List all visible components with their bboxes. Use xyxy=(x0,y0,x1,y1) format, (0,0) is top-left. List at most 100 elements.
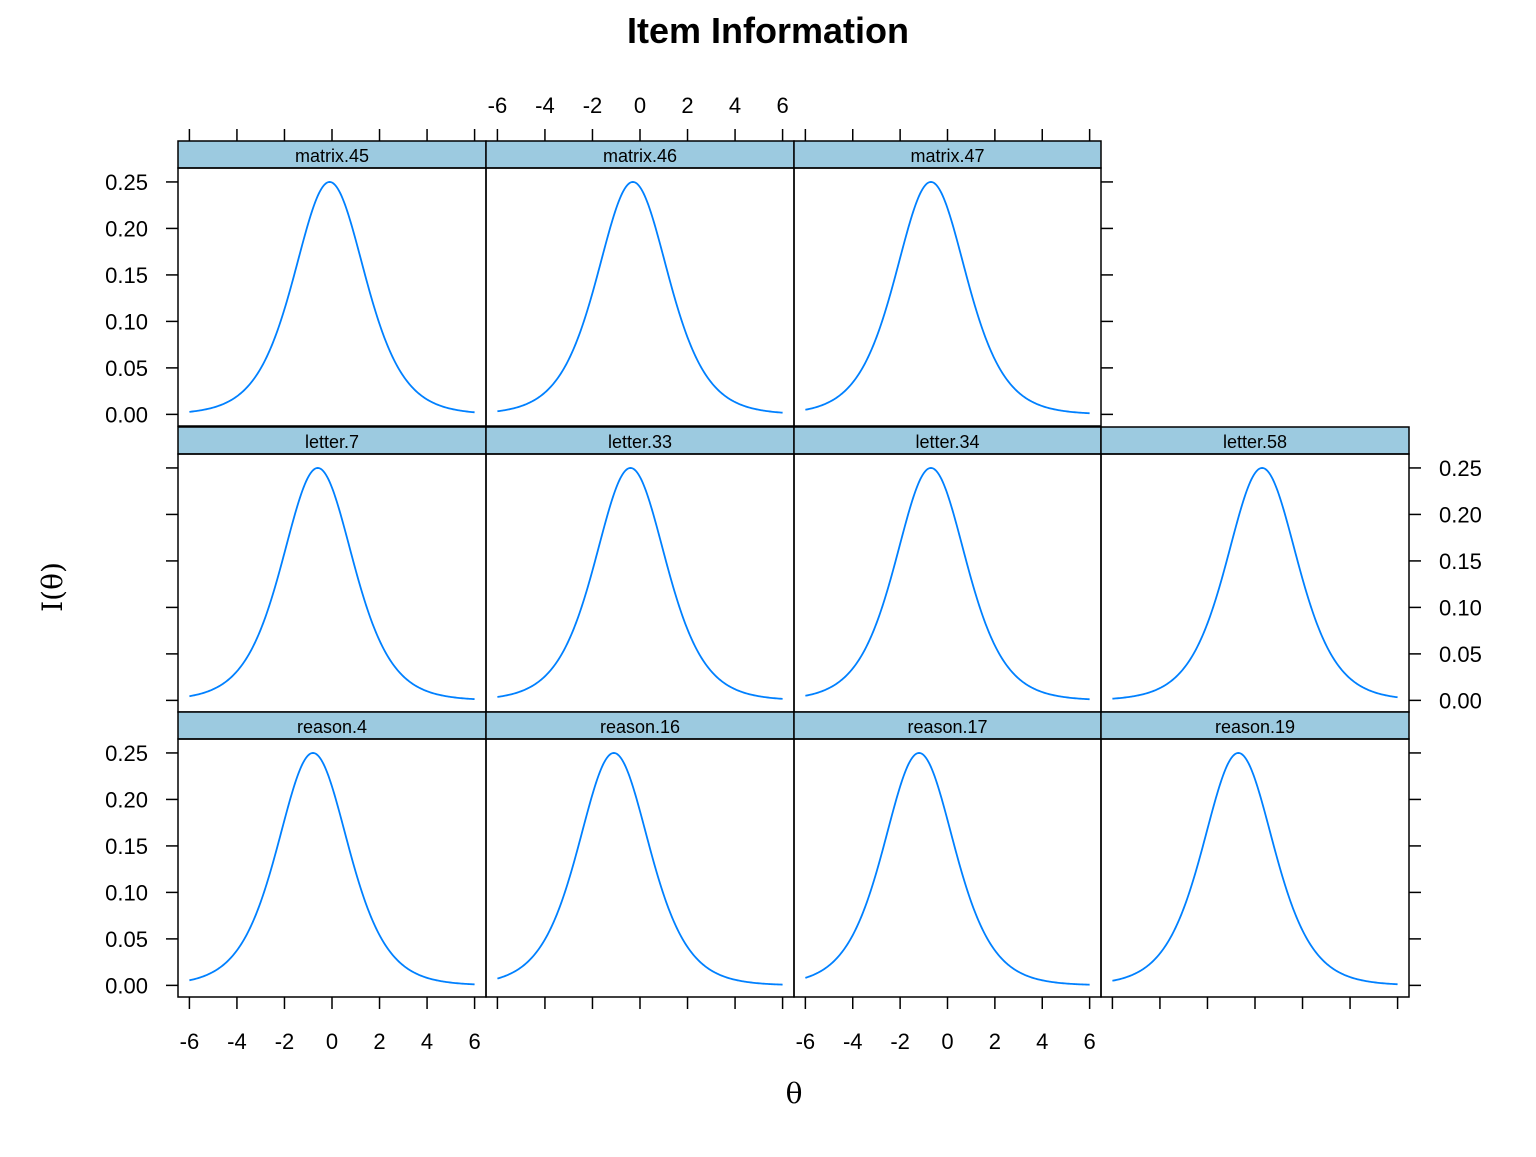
panel-strip xyxy=(485,140,795,169)
panel-frame xyxy=(793,167,1102,427)
y-tick-label: 0.00 xyxy=(105,402,148,427)
x-tick-label: -4 xyxy=(843,1029,863,1054)
panel-frame xyxy=(1100,453,1410,713)
panel-strip xyxy=(177,140,487,169)
y-axis-left-row2: 0.00 0.05 0.10 0.15 0.20 0.25 xyxy=(105,741,178,998)
panels-group: matrix.45 matrix.46 matrix.47 letter.7 lette… xyxy=(177,140,1410,998)
panel-letter-34: letter.34 xyxy=(793,426,1102,713)
x-tick-label: -6 xyxy=(488,93,508,118)
panel-strip xyxy=(177,426,487,455)
y-tick-label: 0.05 xyxy=(105,356,148,381)
y-axis-right-row2 xyxy=(1409,752,1421,987)
panel-strip-label: matrix.46 xyxy=(603,146,677,166)
panel-strip xyxy=(1100,711,1410,740)
info-curve xyxy=(189,467,475,701)
y-tick-label: 0.25 xyxy=(105,170,148,195)
x-axis-top-col1: -6 -4 -2 0 2 4 6 xyxy=(488,93,789,141)
y-tick-label: 0.10 xyxy=(1439,595,1482,620)
panel-strip-label: letter.7 xyxy=(305,432,359,452)
info-curve xyxy=(805,181,1090,415)
x-tick-label: -6 xyxy=(180,1029,200,1054)
y-axis-title: I(θ) xyxy=(36,562,69,612)
panel-strip-label: reason.16 xyxy=(600,717,680,737)
x-tick-label: -4 xyxy=(535,93,555,118)
panel-frame xyxy=(177,453,487,713)
y-tick-label: 0.00 xyxy=(105,973,148,998)
panel-strip-label: matrix.47 xyxy=(910,146,984,166)
panel-strip xyxy=(1100,426,1410,455)
x-tick-label: 2 xyxy=(373,1029,385,1054)
x-tick-label: 2 xyxy=(681,93,693,118)
chart-title: Item Information xyxy=(627,10,909,51)
panel-strip-label: letter.34 xyxy=(915,432,979,452)
x-tick-label: 4 xyxy=(1036,1029,1048,1054)
info-curve xyxy=(805,467,1090,701)
x-tick-label: 2 xyxy=(989,1029,1001,1054)
panel-strip xyxy=(793,426,1102,455)
y-axis-left-row0: 0.00 0.05 0.10 0.15 0.20 0.25 xyxy=(105,170,178,427)
panel-reason-17: reason.17 xyxy=(793,711,1102,998)
y-tick-label: 0.25 xyxy=(1439,456,1482,481)
panel-strip-label: reason.4 xyxy=(297,717,367,737)
panel-matrix-47: matrix.47 xyxy=(793,140,1102,427)
y-axis-left-row1 xyxy=(166,467,178,702)
y-axis-right-row1: 0.00 0.05 0.10 0.15 0.20 0.25 xyxy=(1409,456,1482,713)
x-tick-label: 6 xyxy=(468,1029,480,1054)
x-tick-label: -6 xyxy=(796,1029,816,1054)
x-axis-title: θ xyxy=(786,1077,803,1110)
panel-frame xyxy=(793,738,1102,998)
info-curve xyxy=(497,181,783,414)
panel-frame xyxy=(485,167,795,427)
y-tick-label: 0.20 xyxy=(1439,502,1482,527)
info-curve xyxy=(189,181,475,414)
panel-strip-label: letter.58 xyxy=(1223,432,1287,452)
panel-letter-58: letter.58 xyxy=(1100,426,1410,713)
x-tick-label: -2 xyxy=(890,1029,910,1054)
y-tick-label: 0.00 xyxy=(1439,688,1482,713)
panel-frame xyxy=(177,167,487,427)
x-tick-label: -2 xyxy=(275,1029,295,1054)
panel-frame xyxy=(485,453,795,713)
info-curve xyxy=(1112,467,1398,700)
x-axis-bottom-col0: -6 -4 -2 0 2 4 6 xyxy=(180,997,481,1054)
info-curve xyxy=(1112,752,1398,986)
panel-strip-label: letter.33 xyxy=(608,432,672,452)
panel-strip-label: reason.19 xyxy=(1215,717,1295,737)
axes-group: -6 -4 -2 0 2 4 6-6 -4 -2 0 2 4 6 -6 -4 -2 0 2 4 60.000.050.… xyxy=(105,93,1482,1054)
y-tick-label: 0.25 xyxy=(105,741,148,766)
panel-strip-label: matrix.45 xyxy=(295,146,369,166)
y-tick-label: 0.15 xyxy=(1439,549,1482,574)
x-tick-label: -2 xyxy=(583,93,603,118)
y-tick-label: 0.15 xyxy=(105,834,148,859)
info-curve xyxy=(805,752,1090,986)
panel-letter-33: letter.33 xyxy=(485,426,795,713)
x-axis-top-col0 xyxy=(188,129,476,141)
y-axis-right-row0 xyxy=(1101,181,1113,416)
panel-reason-4: reason.4 xyxy=(177,711,487,998)
panel-reason-16: reason.16 xyxy=(485,711,795,998)
x-tick-label: 4 xyxy=(729,93,741,118)
x-tick-label: -4 xyxy=(227,1029,247,1054)
x-tick-label: 6 xyxy=(1084,1029,1096,1054)
x-tick-label: 6 xyxy=(776,93,788,118)
y-tick-label: 0.20 xyxy=(105,216,148,241)
info-curve xyxy=(497,467,783,700)
panel-matrix-46: matrix.46 xyxy=(485,140,795,427)
x-tick-label: 0 xyxy=(941,1029,953,1054)
info-curve xyxy=(189,752,475,986)
y-tick-label: 0.15 xyxy=(105,263,148,288)
x-tick-label: 0 xyxy=(326,1029,338,1054)
y-tick-label: 0.20 xyxy=(105,787,148,812)
panel-strip xyxy=(793,711,1102,740)
x-axis-bottom-col2: -6 -4 -2 0 2 4 6 xyxy=(796,997,1096,1054)
info-curve xyxy=(497,752,783,986)
x-tick-label: 4 xyxy=(421,1029,433,1054)
x-tick-label: 0 xyxy=(634,93,646,118)
y-tick-label: 0.05 xyxy=(105,927,148,952)
panel-reason-19: reason.19 xyxy=(1100,711,1410,998)
x-axis-top-col2 xyxy=(804,129,1091,141)
panel-frame xyxy=(177,738,487,998)
x-axis-bottom-col3 xyxy=(1111,997,1399,1009)
y-tick-label: 0.10 xyxy=(105,880,148,905)
